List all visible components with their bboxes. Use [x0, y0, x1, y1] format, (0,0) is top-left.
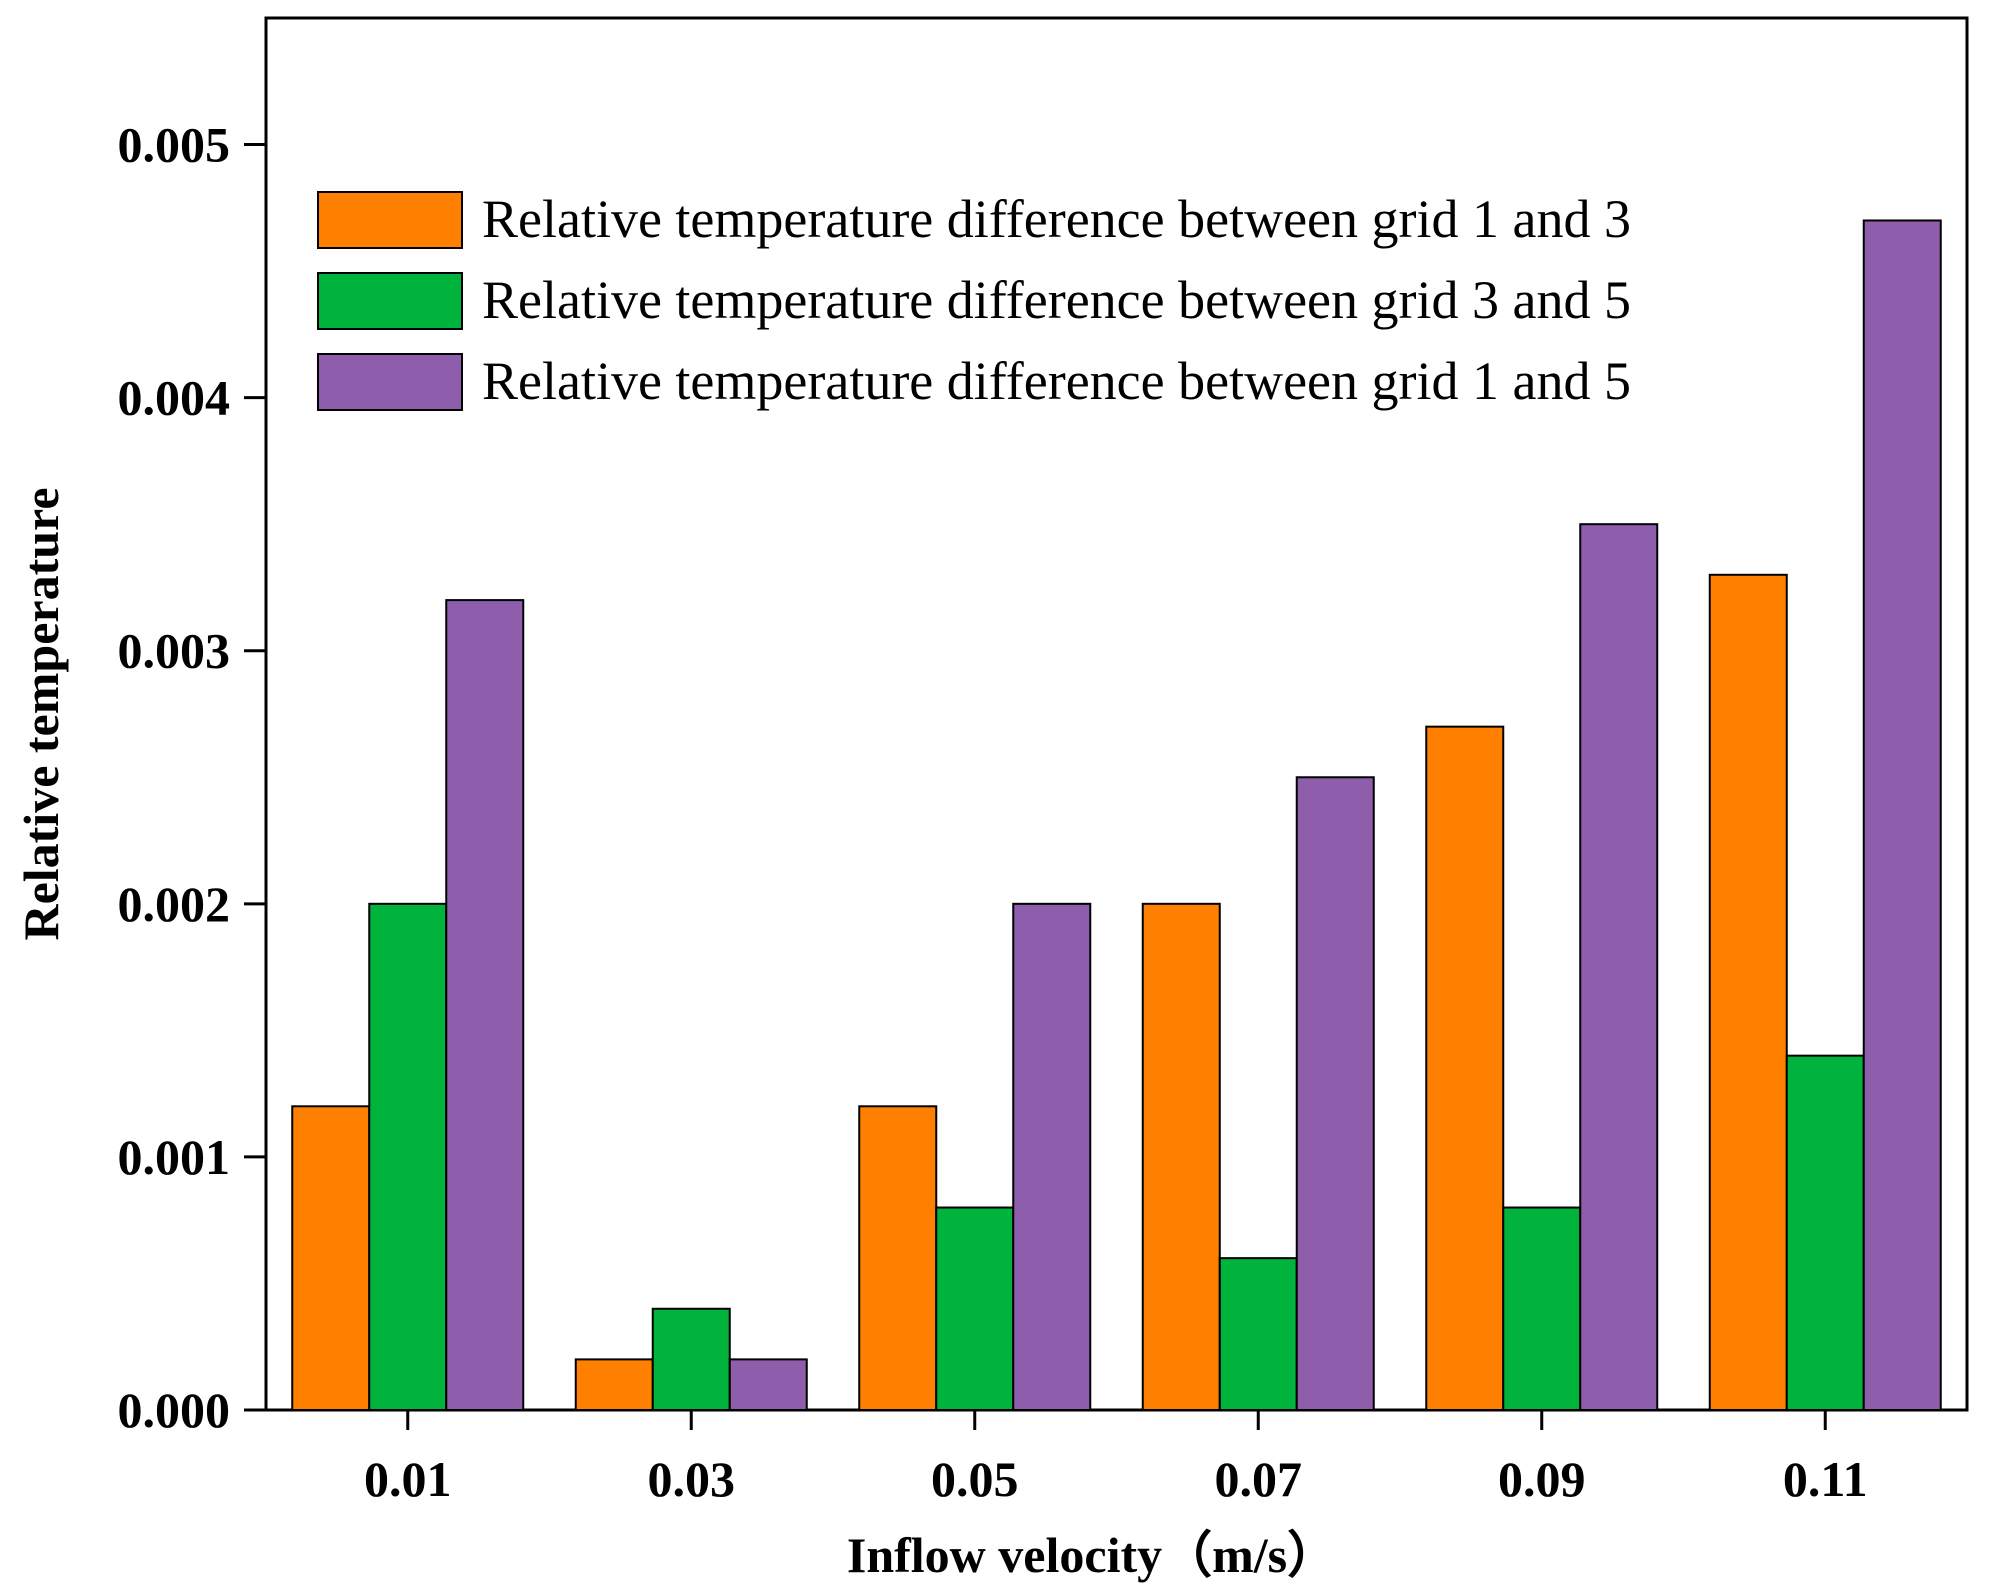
x-axis: 0.01 0.03 0.05 0.07 0.09 0.11	[364, 1410, 1868, 1507]
bar-series-1-0.05	[858, 1105, 938, 1411]
x-tick-label: 0.05	[931, 1451, 1019, 1507]
bar-series-3-0.03	[728, 1358, 808, 1412]
bar-series-2-0.05	[935, 1206, 1015, 1411]
bar-series-1-0.03	[574, 1358, 654, 1412]
plot-frame	[264, 16, 1969, 1412]
y-tick-label: 0.000	[118, 1382, 231, 1438]
bar-series-2-0.09	[1502, 1206, 1582, 1411]
x-tick-label: 0.07	[1215, 1451, 1303, 1507]
x-axis-title: Inflow velocity（m/s）	[847, 1527, 1337, 1583]
x-tick-label: 0.01	[364, 1451, 452, 1507]
y-tick-label: 0.003	[118, 623, 231, 679]
legend-swatch-1	[317, 191, 463, 249]
legend-swatch-2	[317, 272, 463, 330]
y-tick-label: 0.001	[118, 1129, 231, 1185]
x-tick-label: 0.03	[648, 1451, 736, 1507]
y-tick-label: 0.005	[118, 117, 231, 173]
y-tick-label: 0.004	[118, 370, 231, 426]
bar-series-1-0.09	[1425, 725, 1505, 1411]
bar-series-1-0.07	[1141, 902, 1221, 1411]
legend-label-3: Relative temperature difference between …	[482, 351, 1631, 411]
bar-series-3-0.07	[1295, 776, 1375, 1411]
bar-series-2-0.01	[368, 902, 448, 1411]
bar-series-3-0.05	[1012, 902, 1092, 1411]
bar-series-2-0.03	[651, 1307, 731, 1412]
bars-layer	[291, 219, 1942, 1412]
x-tick-label: 0.11	[1783, 1451, 1868, 1507]
bar-series-3-0.11	[1862, 219, 1942, 1411]
legend: Relative temperature difference between …	[317, 189, 1631, 411]
legend-swatch-3	[317, 353, 463, 411]
y-tick-label: 0.002	[118, 876, 231, 932]
y-axis-title: Relative temperature	[13, 487, 69, 940]
bar-series-2-0.11	[1785, 1054, 1865, 1411]
y-axis: 0.000 0.001 0.002 0.003 0.004 0.005	[118, 117, 266, 1438]
bar-series-3-0.01	[445, 599, 525, 1411]
legend-label-1: Relative temperature difference between …	[482, 189, 1631, 249]
bar-series-2-0.07	[1218, 1257, 1298, 1412]
bar-series-3-0.09	[1579, 523, 1659, 1411]
x-tick-label: 0.09	[1498, 1451, 1586, 1507]
bar-series-1-0.01	[291, 1105, 371, 1411]
legend-label-2: Relative temperature difference between …	[482, 270, 1631, 330]
bar-series-1-0.11	[1708, 573, 1788, 1411]
